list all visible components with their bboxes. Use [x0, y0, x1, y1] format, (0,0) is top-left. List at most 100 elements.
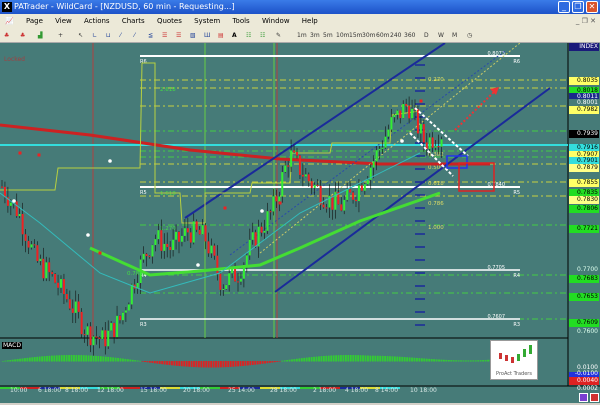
clock-icon[interactable]: ◷ — [467, 32, 473, 39]
timeframe-360[interactable]: 360 — [404, 32, 416, 39]
close-panel-icon[interactable] — [590, 393, 599, 402]
candle — [62, 279, 65, 295]
price-chart[interactable]: R6 0.8073 R6 R5 0.7840 R5 R4 0.7705 R4 R3 0.7607 R3… — [0, 42, 600, 403]
macd-bar — [269, 361, 271, 363]
channel-tool-icon[interactable]: ⊔ — [106, 32, 111, 39]
macd-neg-label: -0.0100 — [574, 370, 598, 377]
candle — [169, 246, 172, 251]
macd-bar — [119, 358, 122, 362]
levels2-icon[interactable]: ☷ — [260, 32, 266, 39]
candle — [113, 323, 116, 338]
menu-quotes[interactable]: Quotes — [156, 17, 182, 25]
macd-bar — [87, 355, 90, 362]
candle — [207, 241, 210, 254]
timeframe-60m[interactable]: 60m — [376, 32, 390, 39]
macd-bar — [122, 358, 124, 362]
macd-bar — [188, 361, 190, 367]
macd-bar — [369, 355, 372, 362]
candle — [198, 229, 201, 235]
menu-charts[interactable]: Charts — [121, 17, 145, 25]
minimize-button[interactable]: _ — [558, 1, 570, 13]
pen-icon[interactable]: ✎ — [276, 32, 282, 39]
menu-tools[interactable]: Tools — [232, 17, 250, 25]
cycle-icon[interactable]: Ш — [204, 32, 211, 39]
crosshair-icon[interactable]: + — [58, 32, 64, 39]
timeframe-15m[interactable]: 15m — [349, 32, 363, 39]
fib-label: 0.618 — [428, 181, 444, 187]
macd-bar — [327, 355, 330, 362]
candle — [408, 105, 411, 119]
price-label: 0.8035 — [569, 77, 599, 85]
pointer-icon[interactable]: ↖ — [78, 32, 84, 39]
candle — [234, 267, 237, 282]
macd-bar — [175, 361, 178, 366]
panel-button-icon[interactable] — [579, 393, 588, 402]
mdi-controls[interactable]: _ ❐ ✕ — [575, 17, 596, 25]
box-icon[interactable]: ▤ — [218, 32, 224, 39]
candle — [45, 262, 48, 279]
line-tool-icon[interactable]: ∟ — [92, 32, 98, 39]
candle — [71, 308, 74, 313]
macd-bar — [65, 355, 68, 362]
timeframe-3m[interactable]: 3m — [310, 32, 320, 39]
session-strip — [220, 387, 240, 389]
session-strip — [20, 387, 40, 389]
candle — [74, 301, 77, 313]
timeframe-1m[interactable]: 1m — [297, 32, 307, 39]
candle — [402, 104, 405, 119]
macd-bar — [63, 355, 66, 362]
candle — [260, 226, 263, 233]
timeframe-240[interactable]: 240 — [390, 32, 402, 39]
menu-actions[interactable]: Actions — [84, 17, 110, 25]
timeframe-30m[interactable]: 30m — [362, 32, 376, 39]
macd-bar — [124, 358, 127, 362]
fib-fan-icon[interactable]: ≦ — [148, 32, 154, 39]
macd-bar — [19, 358, 21, 362]
fib-extension-icon[interactable]: ☰ — [176, 32, 182, 39]
fan-icon[interactable]: ⁄ — [134, 32, 136, 39]
fib-retracement-icon[interactable]: ☰ — [162, 32, 168, 39]
levels-icon[interactable]: ☷ — [246, 32, 252, 39]
candle — [130, 284, 133, 305]
chart-canvas[interactable]: R6 0.8073 R6 R5 0.7840 R5 R4 0.7705 R4 R3 0.7607 R3… — [0, 42, 600, 403]
candle — [425, 142, 428, 149]
gann-icon[interactable]: ▧ — [190, 32, 196, 39]
menu-help[interactable]: Help — [301, 17, 318, 25]
candle — [310, 181, 313, 188]
menu-page[interactable]: Page — [25, 17, 43, 25]
pivot-name-right: R6 — [513, 59, 520, 65]
fib-label: 0.786 — [428, 201, 444, 207]
trendline-icon[interactable]: ⁄ — [120, 32, 122, 39]
candle — [278, 196, 281, 202]
candle — [154, 239, 157, 246]
macd-bar — [58, 355, 61, 362]
macd-bar — [352, 355, 355, 362]
chart-menu-icon[interactable]: 📈 — [5, 17, 14, 25]
macd-bar — [293, 359, 296, 362]
signal-square — [419, 99, 423, 103]
restore-button[interactable]: ❐ — [572, 1, 584, 13]
close-button[interactable]: ✕ — [586, 1, 598, 13]
timeframe-10m[interactable]: 10m — [336, 32, 350, 39]
menu-system[interactable]: System — [194, 17, 221, 25]
macd-bar — [207, 361, 210, 368]
timeframe-5m[interactable]: 5m — [323, 32, 333, 39]
candle — [104, 330, 107, 347]
timeframe-M[interactable]: M — [452, 32, 458, 39]
price-label: 0.7916 — [569, 144, 599, 152]
text-tool-icon[interactable]: A — [232, 32, 237, 39]
macd-bar — [330, 355, 333, 362]
candle — [357, 185, 360, 202]
timeframe-D[interactable]: D — [424, 32, 429, 39]
zoom-in-icon[interactable]: ♣ — [4, 32, 10, 39]
candle — [378, 148, 381, 151]
timeframe-W[interactable]: W — [438, 32, 444, 39]
menu-window[interactable]: Window — [261, 17, 290, 25]
macd-bar — [195, 361, 198, 368]
chart-icon[interactable]: ▟ — [38, 32, 43, 39]
menu-view[interactable]: View — [55, 17, 72, 25]
macd-bar — [357, 355, 360, 362]
zoom-out-icon[interactable]: ♣ — [20, 32, 26, 39]
macd-bar — [144, 361, 146, 362]
candle — [204, 225, 207, 242]
